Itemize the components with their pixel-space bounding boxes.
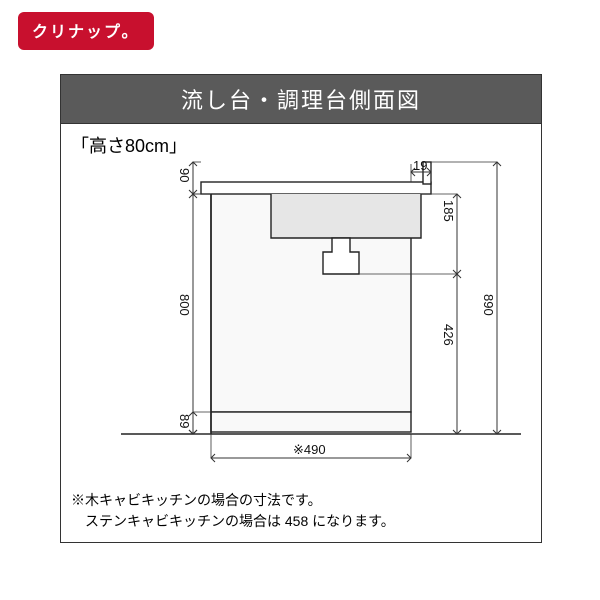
height-label: 「高さ80cm」 <box>71 132 187 158</box>
footnote-line-1: ※木キャビキッチンの場合の寸法です。 <box>71 490 531 511</box>
diagram-panel: 流し台・調理台側面図 「高さ80cm」 19 90 185 800 890 42… <box>60 74 542 543</box>
dim-490: ※490 <box>293 442 326 458</box>
logo-text: クリナップ。 <box>32 24 140 41</box>
dim-800: 800 <box>177 294 192 316</box>
brand-logo: クリナップ。 <box>18 12 154 50</box>
dim-89: 89 <box>177 414 192 428</box>
dim-90: 90 <box>177 168 192 182</box>
dim-185: 185 <box>441 200 456 222</box>
footnote: ※木キャビキッチンの場合の寸法です。 ステンキャビキッチンの場合は 458 にな… <box>61 484 541 542</box>
dim-426: 426 <box>441 324 456 346</box>
diagram-area: 「高さ80cm」 19 90 185 800 890 426 89 ※490 <box>61 124 541 484</box>
side-view-svg <box>61 124 541 484</box>
panel-title: 流し台・調理台側面図 <box>61 75 541 124</box>
dim-890: 890 <box>481 294 496 316</box>
dim-19: 19 <box>413 158 427 173</box>
footnote-line-2: ステンキャビキッチンの場合は 458 になります。 <box>71 511 531 532</box>
